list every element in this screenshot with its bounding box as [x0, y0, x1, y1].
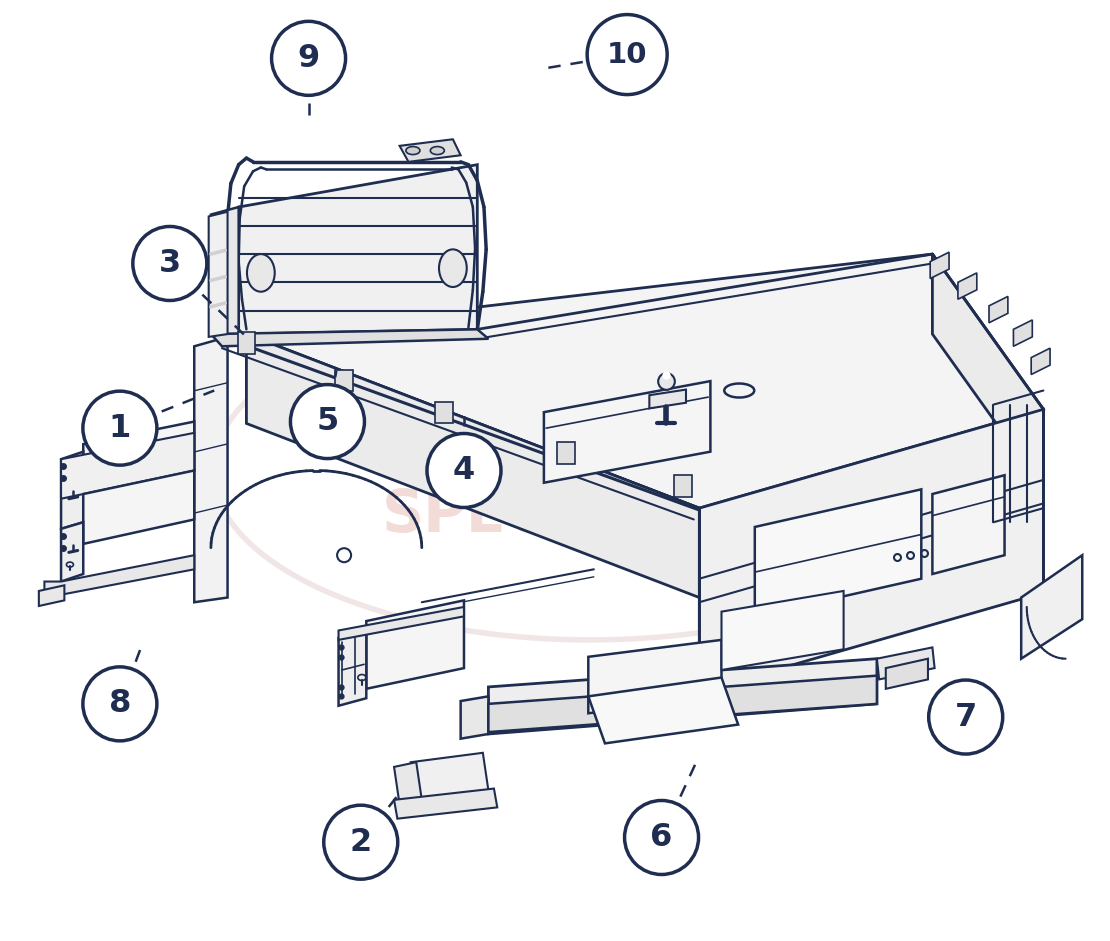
Text: 9: 9: [297, 43, 320, 73]
Polygon shape: [61, 433, 194, 499]
Polygon shape: [877, 647, 935, 679]
Polygon shape: [394, 789, 497, 819]
Polygon shape: [722, 591, 844, 670]
Circle shape: [133, 227, 206, 300]
Circle shape: [587, 14, 667, 95]
Text: 7: 7: [955, 702, 977, 732]
Polygon shape: [209, 212, 228, 337]
Text: 10: 10: [607, 40, 647, 69]
Polygon shape: [411, 753, 488, 800]
Polygon shape: [211, 207, 239, 334]
Polygon shape: [400, 139, 461, 162]
Polygon shape: [61, 522, 83, 582]
Polygon shape: [246, 334, 699, 598]
Polygon shape: [674, 475, 692, 497]
Polygon shape: [461, 696, 488, 739]
Text: 4: 4: [453, 455, 475, 486]
Polygon shape: [649, 390, 686, 408]
Circle shape: [427, 434, 501, 507]
Text: 1: 1: [109, 413, 131, 443]
Polygon shape: [211, 329, 488, 346]
Polygon shape: [930, 252, 949, 279]
Polygon shape: [39, 585, 64, 606]
Polygon shape: [246, 334, 699, 595]
Text: 2: 2: [350, 827, 372, 857]
Circle shape: [291, 385, 364, 458]
Text: EQUIPMENT: EQUIPMENT: [396, 393, 785, 450]
Polygon shape: [588, 678, 738, 743]
Polygon shape: [1021, 555, 1082, 659]
Polygon shape: [958, 273, 977, 299]
Polygon shape: [989, 296, 1008, 323]
Polygon shape: [83, 422, 194, 494]
Text: 5: 5: [316, 407, 339, 437]
Circle shape: [272, 22, 345, 95]
Circle shape: [929, 680, 1002, 754]
Polygon shape: [239, 165, 477, 334]
Polygon shape: [238, 332, 255, 354]
Polygon shape: [246, 254, 1043, 508]
Polygon shape: [83, 470, 194, 544]
Text: SPECIALISTS: SPECIALISTS: [382, 487, 799, 544]
Polygon shape: [755, 489, 921, 616]
Polygon shape: [339, 630, 366, 706]
Ellipse shape: [246, 254, 274, 292]
Polygon shape: [44, 555, 194, 595]
Polygon shape: [61, 452, 83, 529]
Ellipse shape: [440, 249, 466, 287]
Polygon shape: [886, 659, 928, 689]
Polygon shape: [1031, 348, 1050, 375]
Circle shape: [83, 667, 157, 741]
Polygon shape: [339, 607, 464, 640]
Polygon shape: [699, 409, 1043, 692]
Polygon shape: [488, 676, 877, 732]
Polygon shape: [932, 254, 1043, 489]
Polygon shape: [557, 442, 575, 464]
Polygon shape: [394, 762, 422, 805]
Polygon shape: [194, 337, 228, 602]
Circle shape: [625, 801, 698, 874]
Polygon shape: [435, 402, 453, 423]
Polygon shape: [544, 381, 710, 483]
Ellipse shape: [431, 147, 444, 154]
Text: 8: 8: [109, 689, 131, 719]
Circle shape: [83, 391, 157, 465]
Polygon shape: [366, 600, 464, 689]
Polygon shape: [1013, 320, 1032, 346]
Polygon shape: [335, 370, 353, 391]
Polygon shape: [488, 659, 877, 734]
Circle shape: [324, 805, 397, 879]
Text: 6: 6: [650, 822, 673, 853]
Polygon shape: [932, 475, 1005, 574]
Polygon shape: [588, 640, 722, 713]
Ellipse shape: [406, 147, 420, 154]
Text: 3: 3: [159, 248, 181, 279]
